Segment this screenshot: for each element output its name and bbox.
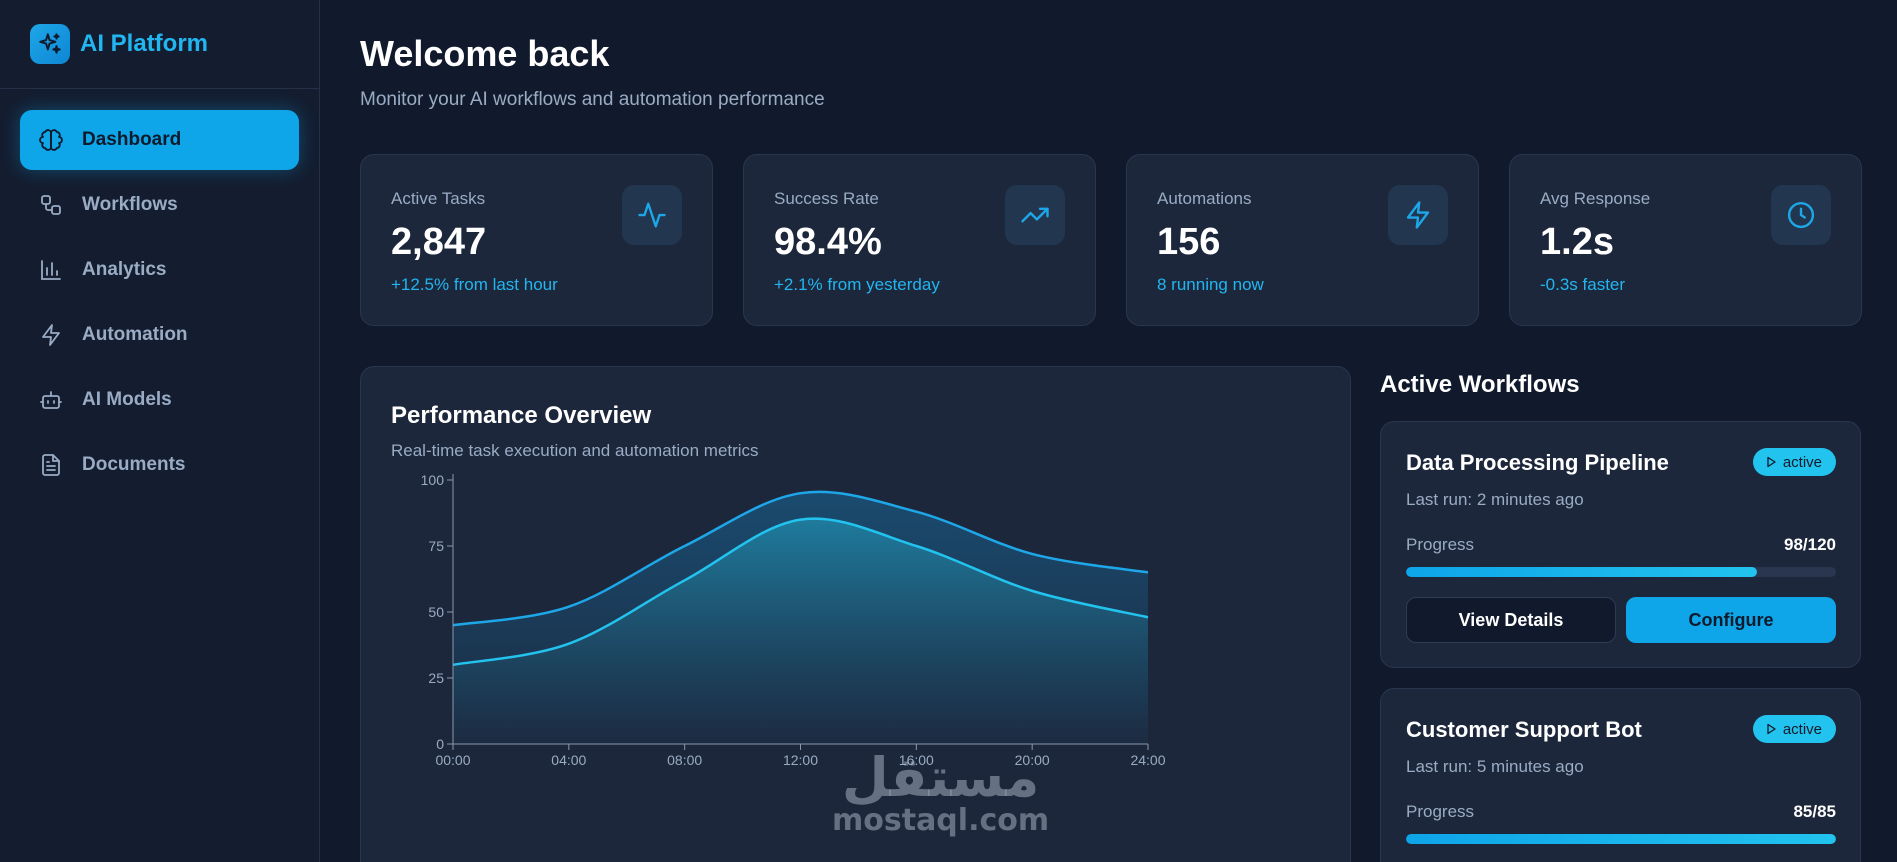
bar-chart-icon: [38, 257, 64, 283]
play-icon: [1767, 456, 1776, 468]
lightning-icon: [1388, 185, 1448, 245]
series-line-1: [452, 490, 1149, 627]
workflow-name: Data Processing Pipeline: [1406, 450, 1669, 475]
page-subtitle: Monitor your AI workflows and automation…: [360, 89, 825, 110]
performance-overview-card: Performance Overview Real-time task exec…: [360, 366, 1351, 862]
x-tick-label: 24:00: [1130, 752, 1165, 768]
x-tick-label: 00:00: [435, 752, 470, 768]
sidebar-item-ai-models[interactable]: AI Models: [20, 370, 299, 430]
stat-value: 98.4%: [774, 221, 882, 263]
status-badge-label: active: [1782, 453, 1822, 471]
x-tick-label: 04:00: [551, 752, 586, 768]
stat-change: 8 running now: [1157, 275, 1264, 294]
workflow-last-run: Last run: 2 minutes ago: [1406, 490, 1584, 509]
progress-value: 98/120: [1784, 535, 1836, 554]
stat-card-active-tasks: Active Tasks 2,847 +12.5% from last hour: [360, 154, 713, 326]
brand[interactable]: AI Platform: [0, 0, 319, 89]
brand-name: AI Platform: [80, 30, 209, 57]
stat-value: 1.2s: [1540, 221, 1614, 263]
document-icon: [38, 452, 64, 478]
y-tick-label: 25: [428, 670, 444, 686]
lightning-icon: [38, 322, 64, 348]
progress-value: 85/85: [1793, 802, 1836, 821]
status-badge: active: [1752, 448, 1836, 476]
clock-icon: [1771, 185, 1831, 245]
workflow-last-run: Last run: 5 minutes ago: [1406, 757, 1584, 776]
y-tick-label: 100: [421, 472, 445, 488]
sidebar-item-label: Dashboard: [82, 129, 182, 150]
chart-title: Performance Overview: [391, 402, 652, 429]
sidebar-item-label: Workflows: [82, 194, 178, 215]
y-tick-label: 0: [436, 736, 444, 752]
x-tick-label: 16:00: [899, 752, 934, 768]
activity-icon: [622, 185, 682, 245]
page-title: Welcome back: [360, 33, 610, 74]
sidebar-item-label: Analytics: [82, 259, 167, 280]
performance-chart: 0 25 50 75 100 00:00 04:00 08:00 12:00 16:00 20:00…: [421, 472, 1166, 768]
workflow-icon: [38, 192, 64, 218]
trending-up-icon: [1005, 185, 1065, 245]
progress-fill: [1406, 567, 1758, 577]
workflow-card-customer-support: Customer Support Bot active Last run: 5 …: [1380, 688, 1861, 862]
sidebar-item-label: AI Models: [82, 389, 172, 410]
sidebar-nav: Dashboard Workflows Analyti: [0, 89, 319, 495]
stat-card-success-rate: Success Rate 98.4% +2.1% from yesterday: [743, 154, 1096, 326]
status-badge: active: [1752, 715, 1836, 743]
x-tick-label: 08:00: [667, 752, 702, 768]
bot-icon: [38, 387, 64, 413]
sparkles-icon: [30, 24, 70, 64]
progress-bar: [1406, 834, 1836, 844]
stat-change: +2.1% from yesterday: [774, 275, 940, 294]
workflow-card-data-processing: Data Processing Pipeline active Last run…: [1380, 421, 1861, 668]
stat-value: 2,847: [391, 221, 487, 263]
configure-button[interactable]: Configure: [1626, 597, 1836, 643]
stat-label: Automations: [1157, 189, 1252, 208]
chart-subtitle: Real-time task execution and automation …: [391, 441, 759, 460]
play-icon: [1767, 723, 1776, 735]
stat-value: 156: [1157, 221, 1221, 263]
sidebar-item-automation[interactable]: Automation: [20, 305, 299, 365]
progress-label: Progress: [1406, 802, 1475, 821]
workflow-name: Customer Support Bot: [1406, 717, 1642, 742]
sidebar-item-label: Automation: [82, 324, 188, 345]
progress-label: Progress: [1406, 535, 1475, 554]
series-area-2: [453, 518, 1148, 744]
sidebar: AI Platform Dashboard Workflows: [0, 0, 320, 862]
sidebar-item-documents[interactable]: Documents: [20, 435, 299, 495]
progress-bar: [1406, 567, 1836, 577]
main-content: Welcome back Monitor your AI workflows a…: [360, 0, 1862, 862]
stat-label: Active Tasks: [391, 189, 486, 208]
x-tick-label: 12:00: [783, 752, 818, 768]
sidebar-item-label: Documents: [82, 454, 186, 475]
series-line-2: [452, 517, 1149, 667]
stat-label: Success Rate: [774, 189, 879, 208]
y-tick-label: 75: [428, 538, 444, 554]
brain-icon: [38, 127, 64, 153]
status-badge-label: active: [1782, 720, 1822, 738]
sidebar-item-dashboard[interactable]: Dashboard: [20, 110, 299, 170]
active-workflows-heading: Active Workflows: [1380, 371, 1580, 398]
stat-change: -0.3s faster: [1540, 275, 1626, 294]
stat-change: +12.5% from last hour: [391, 275, 558, 294]
stat-card-automations: Automations 156 8 running now: [1126, 154, 1479, 326]
sidebar-item-workflows[interactable]: Workflows: [20, 175, 299, 235]
stat-card-avg-response: Avg Response 1.2s -0.3s faster: [1509, 154, 1862, 326]
sidebar-item-analytics[interactable]: Analytics: [20, 240, 299, 300]
progress-fill: [1406, 834, 1836, 844]
stat-label: Avg Response: [1540, 189, 1651, 208]
x-tick-label: 20:00: [1015, 752, 1050, 768]
y-tick-label: 50: [428, 604, 444, 620]
view-details-button[interactable]: View Details: [1406, 597, 1616, 643]
